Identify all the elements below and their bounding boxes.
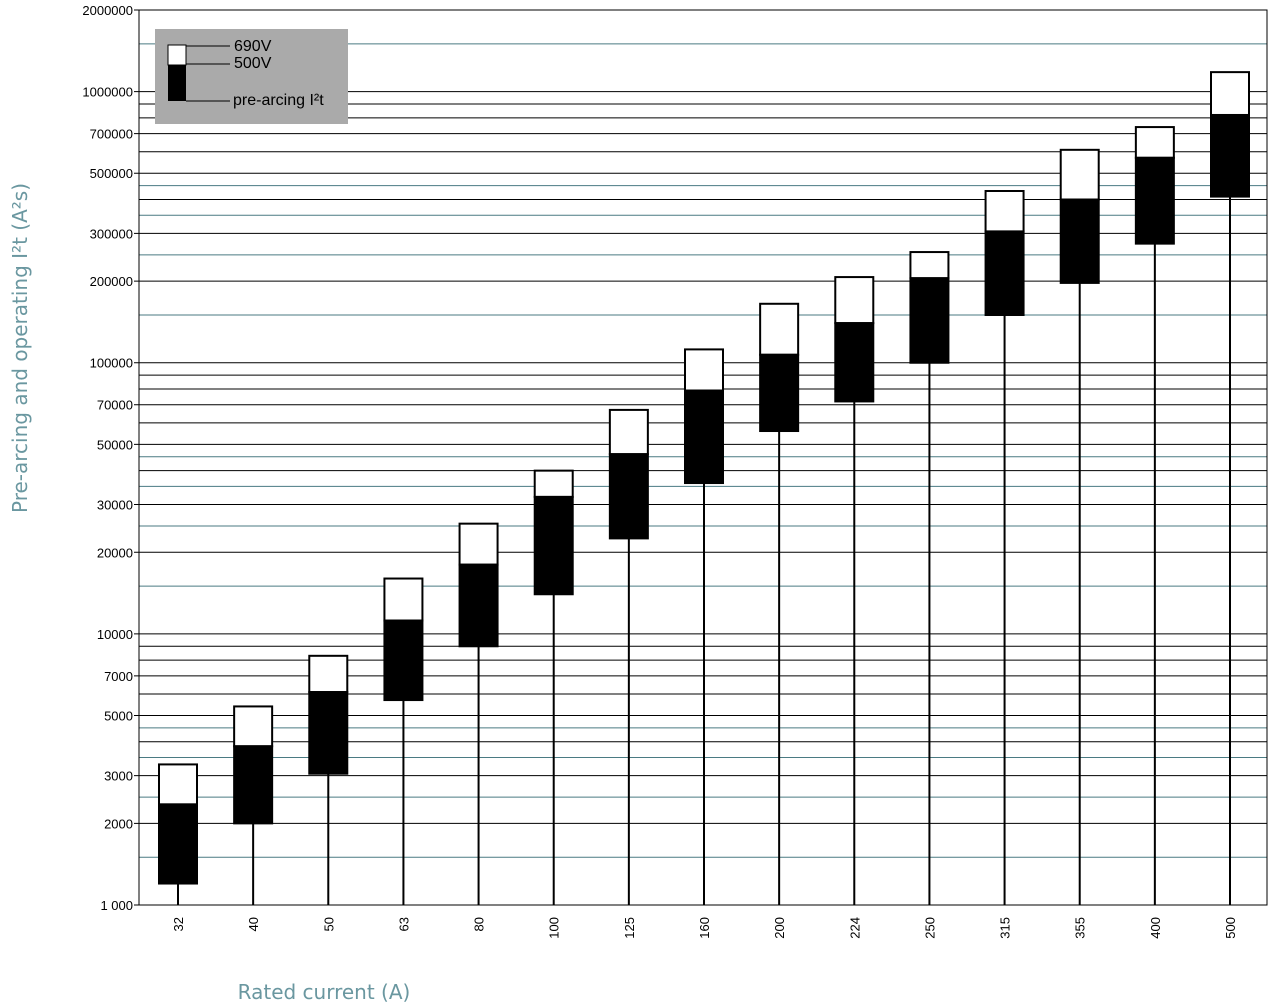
bar-500v [308, 691, 349, 775]
bar-500v [533, 495, 574, 596]
y-tick-label: 200000 [90, 274, 133, 289]
x-tick-label: 400 [1148, 917, 1163, 939]
x-tick-label: 224 [847, 917, 862, 939]
x-tick-label: 355 [1073, 917, 1088, 939]
bar-690v [233, 705, 274, 748]
x-tick-label: 63 [396, 917, 411, 931]
x-tick-label: 50 [321, 917, 336, 931]
bar-690v [458, 522, 499, 566]
bar-690v [308, 654, 349, 694]
legend-background [155, 29, 348, 124]
bar-690v [909, 251, 950, 280]
y-tick-label: 300000 [90, 226, 133, 241]
y-tick-label: 30000 [97, 498, 133, 513]
y-tick-label: 100000 [90, 356, 133, 371]
y-axis-title: Pre-arcing and operating I²t (A²s) [8, 183, 32, 513]
bar-500v [383, 619, 424, 702]
bar-500v [233, 745, 274, 825]
y-tick-label: 1 000 [100, 898, 133, 913]
y-tick-label: 700000 [90, 127, 133, 142]
bar-500v [158, 803, 198, 885]
y-tick-label: 20000 [97, 545, 133, 560]
x-axis-title: Rated current (A) [238, 980, 411, 1004]
bar-690v [533, 469, 574, 498]
y-tick-label: 3000 [104, 769, 133, 784]
bars [158, 71, 1250, 885]
y-tick-labels: 1 00020003000500070001000020000300005000… [82, 3, 139, 913]
legend-swatch-690v [167, 44, 187, 66]
x-tick-label: 100 [547, 917, 562, 939]
y-tick-label: 50000 [97, 437, 133, 452]
legend: 690V 500V pre-arcing I²t [155, 29, 348, 124]
bar-690v [1059, 148, 1100, 201]
x-tick-label: 125 [622, 917, 637, 939]
bar-500v [458, 563, 499, 648]
x-tick-label: 80 [472, 917, 487, 931]
y-tick-label: 2000 [104, 816, 133, 831]
legend-label-500v: 500V [234, 55, 272, 72]
legend-label-prearc: pre-arcing I²t [233, 92, 324, 109]
x-tick-label: 200 [772, 917, 787, 939]
y-tick-label: 5000 [104, 708, 133, 723]
y-tick-label: 1000000 [82, 85, 133, 100]
bar-500v [909, 277, 950, 364]
bar-690v [1134, 126, 1175, 159]
bar-500v [684, 389, 724, 485]
x-tick-label: 160 [697, 917, 712, 939]
plot-frame [138, 9, 1268, 906]
bar-690v [1210, 71, 1250, 116]
x-tick-label: 250 [922, 917, 937, 939]
y-tick-label: 70000 [97, 398, 133, 413]
bar-690v [759, 302, 800, 356]
x-tick-label: 315 [998, 917, 1013, 939]
bar-500v [1210, 113, 1250, 198]
bar-690v [834, 276, 875, 325]
bar-500v [759, 353, 800, 433]
y-tick-label: 10000 [97, 627, 133, 642]
stems [177, 196, 1231, 905]
y-tick-label: 7000 [104, 669, 133, 684]
bar-500v [608, 453, 649, 540]
bar-690v [383, 577, 424, 622]
bar-500v [1134, 156, 1175, 245]
x-tick-label: 40 [246, 917, 261, 931]
bar-500v [984, 230, 1025, 317]
y-tick-label: 500000 [90, 166, 133, 181]
bar-500v [1059, 198, 1100, 284]
bar-500v [834, 322, 875, 403]
legend-label-690v: 690V [234, 38, 272, 55]
bar-690v [158, 763, 198, 806]
bar-690v [984, 189, 1025, 233]
x-tick-labels: 32 40 50 63 80 100 125 160 200 224 250 315 355 400 500 [171, 917, 1238, 939]
x-tick-label: 32 [171, 917, 186, 931]
x-tick-label: 500 [1223, 917, 1238, 939]
bar-690v [684, 348, 724, 392]
legend-swatch-500v [168, 65, 186, 101]
y-tick-label: 2000000 [82, 3, 133, 18]
bar-690v [608, 408, 649, 456]
